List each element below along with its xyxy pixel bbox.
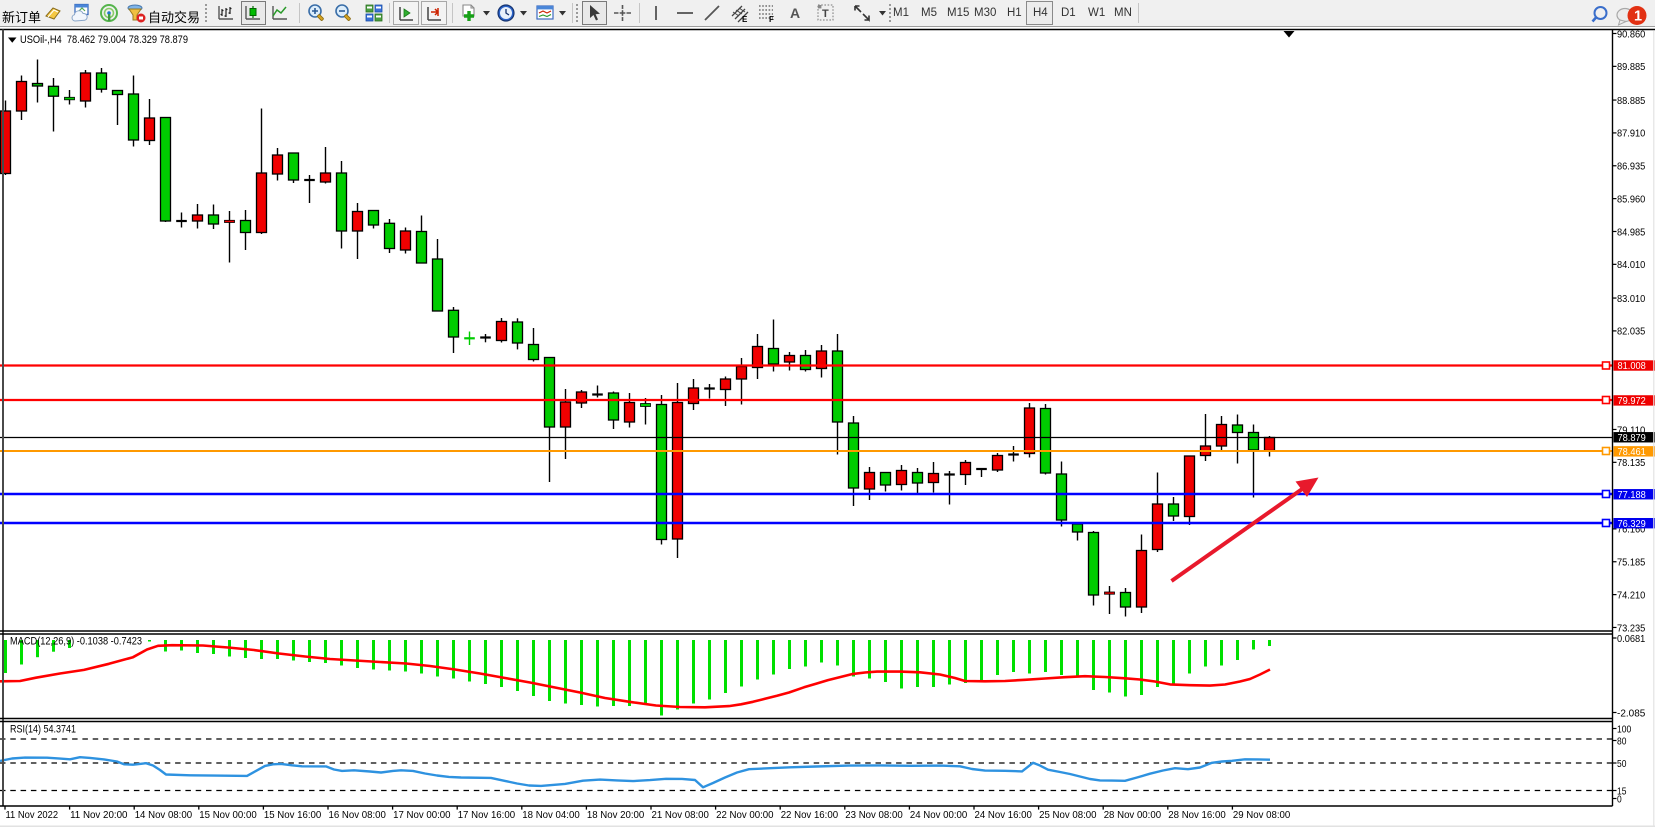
svg-text:86.935: 86.935 [1617,162,1645,173]
svg-text:78.879: 78.879 [1618,433,1647,444]
svg-text:24 Nov 00:00: 24 Nov 00:00 [910,810,968,821]
svg-text:89.885: 89.885 [1617,62,1645,73]
svg-text:29 Nov 08:00: 29 Nov 08:00 [1233,810,1291,821]
svg-text:100: 100 [1617,724,1631,735]
svg-text:90.860: 90.860 [1617,29,1645,40]
svg-text:15: 15 [1617,786,1627,797]
svg-text:28 Nov 00:00: 28 Nov 00:00 [1104,810,1162,821]
svg-text:0: 0 [1617,794,1622,805]
svg-text:76.160: 76.160 [1617,525,1645,536]
svg-text:75.185: 75.185 [1617,558,1645,569]
svg-text:78.461: 78.461 [1618,447,1647,458]
svg-text:T: T [822,8,829,20]
svg-text:50: 50 [1617,759,1627,770]
svg-text:14 Nov 08:00: 14 Nov 08:00 [135,810,193,821]
svg-text:24 Nov 16:00: 24 Nov 16:00 [975,810,1033,821]
svg-text:74.210: 74.210 [1617,590,1645,601]
svg-text:11 Nov 20:00: 11 Nov 20:00 [70,810,128,821]
svg-text:1: 1 [1634,9,1642,25]
svg-text:77.188: 77.188 [1618,490,1647,501]
svg-text:0.0681: 0.0681 [1617,634,1645,645]
svg-text:88.885: 88.885 [1617,96,1645,107]
svg-text:78.135: 78.135 [1617,458,1645,469]
svg-text:76.329: 76.329 [1618,519,1647,530]
svg-text:F: F [769,15,774,23]
svg-text:USOil-,H4 78.462 79.004 78.32: USOil-,H4 78.462 79.004 78.329 78.879 [20,34,188,46]
svg-text:25 Nov 08:00: 25 Nov 08:00 [1039,810,1097,821]
svg-text:15 Nov 00:00: 15 Nov 00:00 [199,810,257,821]
svg-text:E: E [742,15,748,23]
svg-text:73.235: 73.235 [1617,623,1645,634]
svg-text:21 Nov 08:00: 21 Nov 08:00 [652,810,710,821]
svg-text:84.010: 84.010 [1617,260,1645,271]
svg-text:79.110: 79.110 [1617,425,1645,436]
svg-text:83.010: 83.010 [1617,294,1645,305]
svg-text:80: 80 [1617,736,1627,747]
svg-text:22 Nov 16:00: 22 Nov 16:00 [781,810,839,821]
svg-text:79.972: 79.972 [1618,396,1647,407]
svg-text:23 Nov 08:00: 23 Nov 08:00 [845,810,903,821]
svg-text:81.008: 81.008 [1618,361,1647,372]
svg-text:17 Nov 00:00: 17 Nov 00:00 [393,810,451,821]
svg-text:82.035: 82.035 [1617,327,1645,338]
svg-text:87.910: 87.910 [1617,129,1645,140]
svg-text:18 Nov 04:00: 18 Nov 04:00 [522,810,580,821]
svg-text:MACD(12,26,9) -0.1038 -0.7423: MACD(12,26,9) -0.1038 -0.7423 [10,636,142,648]
svg-text:18 Nov 20:00: 18 Nov 20:00 [587,810,645,821]
svg-text:85.960: 85.960 [1617,194,1645,205]
svg-text:17 Nov 16:00: 17 Nov 16:00 [458,810,516,821]
svg-text:16 Nov 08:00: 16 Nov 08:00 [329,810,387,821]
svg-text:15 Nov 16:00: 15 Nov 16:00 [264,810,322,821]
svg-text:22 Nov 00:00: 22 Nov 00:00 [716,810,774,821]
svg-text:-2.085: -2.085 [1617,708,1646,719]
svg-text:28 Nov 16:00: 28 Nov 16:00 [1168,810,1226,821]
svg-text:84.985: 84.985 [1617,227,1645,238]
svg-text:RSI(14) 54.3741: RSI(14) 54.3741 [10,724,76,736]
svg-text:11 Nov 2022: 11 Nov 2022 [6,810,59,821]
